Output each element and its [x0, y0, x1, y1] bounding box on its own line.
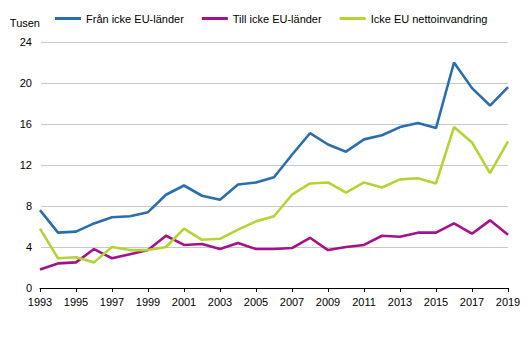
svg-text:2015: 2015 — [424, 296, 448, 308]
svg-text:12: 12 — [20, 159, 32, 171]
svg-text:Tusen: Tusen — [10, 17, 40, 29]
svg-text:2011: 2011 — [352, 296, 376, 308]
svg-text:1993: 1993 — [28, 296, 52, 308]
svg-text:2007: 2007 — [280, 296, 304, 308]
svg-text:8: 8 — [26, 200, 32, 212]
svg-text:24: 24 — [20, 36, 32, 48]
svg-text:1997: 1997 — [100, 296, 124, 308]
svg-text:2005: 2005 — [244, 296, 268, 308]
svg-text:20: 20 — [20, 77, 32, 89]
svg-text:2017: 2017 — [460, 296, 484, 308]
svg-text:2001: 2001 — [172, 296, 196, 308]
svg-text:Till icke EU-länder: Till icke EU-länder — [233, 13, 322, 25]
svg-text:2019: 2019 — [496, 296, 520, 308]
svg-text:1999: 1999 — [136, 296, 160, 308]
svg-text:0: 0 — [26, 282, 32, 294]
svg-text:2013: 2013 — [388, 296, 412, 308]
svg-text:4: 4 — [26, 241, 32, 253]
svg-text:16: 16 — [20, 118, 32, 130]
svg-text:Icke EU nettoinvandring: Icke EU nettoinvandring — [371, 13, 488, 25]
svg-text:Från icke EU-länder: Från icke EU-länder — [86, 13, 184, 25]
svg-text:1995: 1995 — [64, 296, 88, 308]
svg-text:2003: 2003 — [208, 296, 232, 308]
svg-text:2009: 2009 — [316, 296, 340, 308]
